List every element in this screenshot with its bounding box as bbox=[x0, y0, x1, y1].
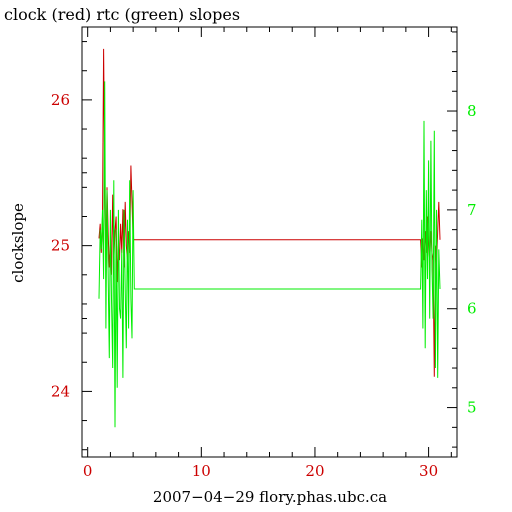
x-tick-label: 10 bbox=[192, 462, 211, 480]
y-right-tick-label: 7 bbox=[467, 201, 477, 219]
chart-title: clock (red) rtc (green) slopes bbox=[4, 5, 240, 24]
y-right-tick-label: 8 bbox=[467, 102, 477, 120]
x-tick-label: 30 bbox=[419, 462, 438, 480]
series-line-clock bbox=[98, 48, 441, 377]
y-right-tick-label: 5 bbox=[467, 399, 477, 417]
y-left-tick-label: 26 bbox=[51, 91, 70, 109]
y-left-tick-label: 24 bbox=[51, 382, 70, 400]
x-tick-label: 20 bbox=[305, 462, 324, 480]
y-left-tick-label: 25 bbox=[51, 237, 70, 255]
series-line-rtc bbox=[98, 81, 441, 428]
x-tick-label: 0 bbox=[83, 462, 93, 480]
y-axis-label: clockslope bbox=[9, 203, 27, 283]
x-axis-label: 2007−04−29 flory.phas.ubc.ca bbox=[153, 488, 387, 506]
y-right-tick-label: 6 bbox=[467, 300, 477, 318]
plot-frame bbox=[81, 26, 458, 458]
